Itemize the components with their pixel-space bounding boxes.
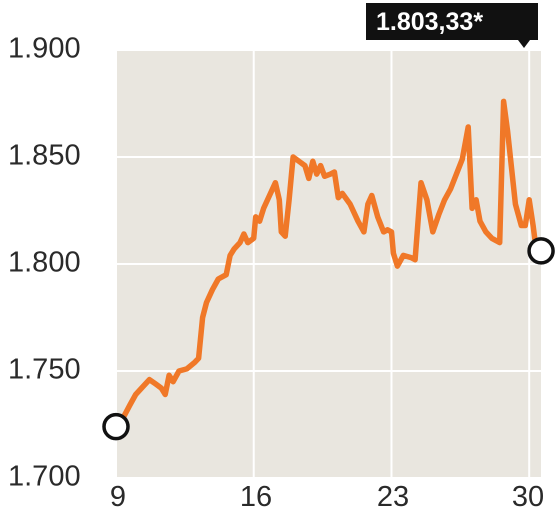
x-axis: 9 16 23 30: [110, 481, 544, 513]
series-line: [113, 98, 540, 430]
x-tick-label: 9: [110, 481, 126, 513]
y-tick-label: 1.850: [8, 140, 81, 172]
x-tick-label: 23: [377, 481, 409, 513]
start-point-marker: [102, 412, 130, 441]
x-tick-label: 16: [240, 481, 272, 513]
y-tick-label: 1.900: [8, 33, 81, 65]
x-tick-label: 30: [512, 481, 544, 513]
y-axis: 1.900 1.850 1.800 1.750 1.700: [8, 33, 81, 493]
last-value-callout: 1.803,33*: [366, 3, 538, 48]
y-tick-label: 1.700: [8, 461, 81, 493]
y-tick-label: 1.800: [8, 247, 81, 279]
y-tick-label: 1.750: [8, 354, 81, 386]
callout-label: 1.803,33*: [376, 8, 483, 36]
callout-box: [366, 3, 538, 48]
end-point-marker: [527, 237, 555, 265]
